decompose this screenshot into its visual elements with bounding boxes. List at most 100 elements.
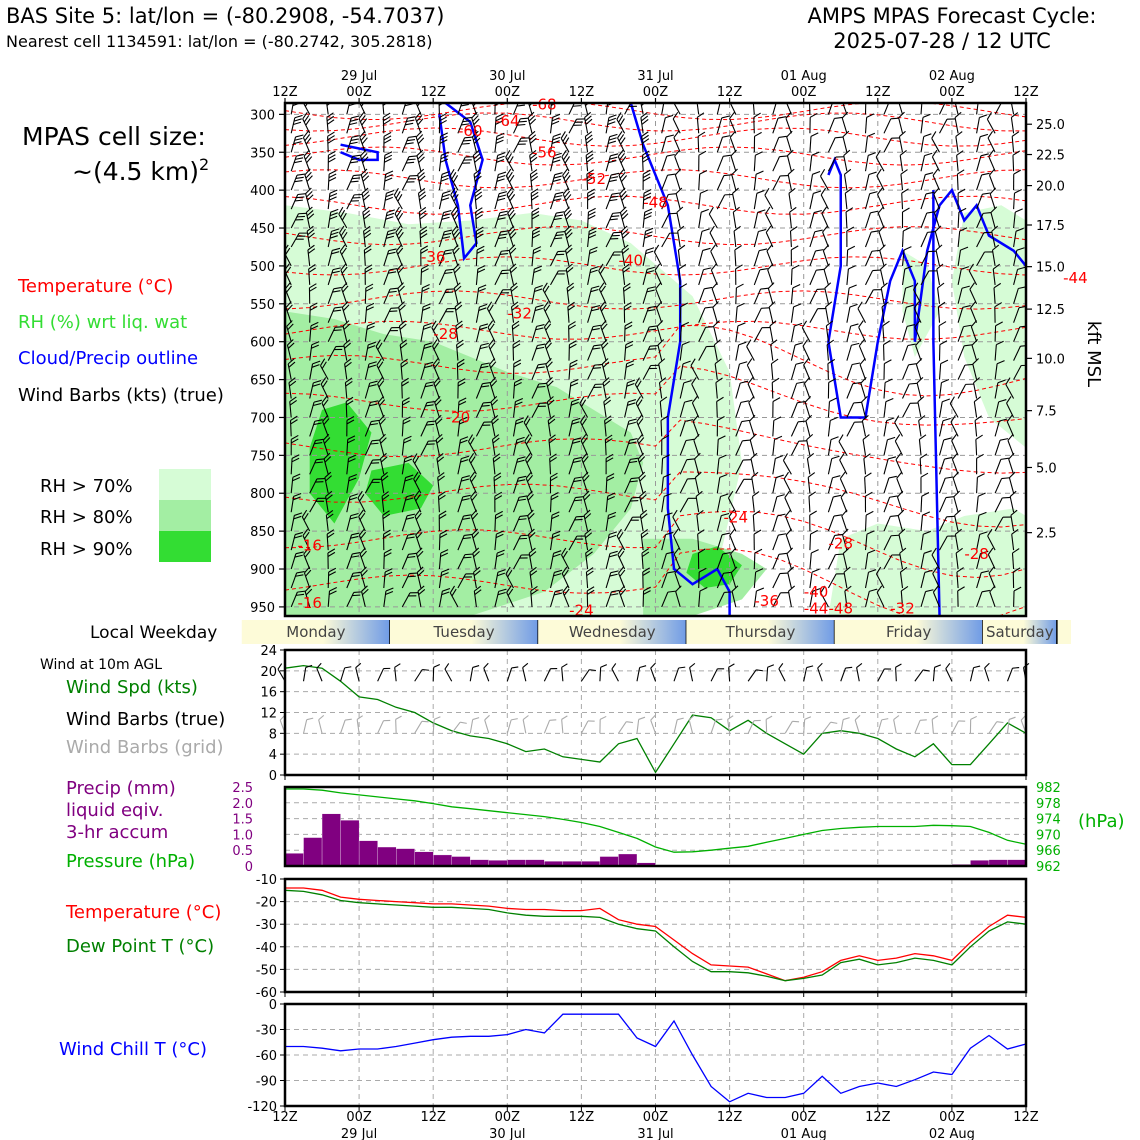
wind-barb-flag — [767, 664, 775, 668]
wind-barb — [436, 453, 445, 475]
wind-barb — [457, 103, 471, 115]
wind-barb-grid — [302, 717, 314, 734]
wind-barb-flag — [653, 244, 660, 252]
wind-barb-staff — [976, 496, 979, 513]
wind-barb-flag — [388, 271, 397, 274]
wind-barb-flag — [361, 585, 368, 592]
wind-barb — [358, 111, 368, 134]
wind-barb-flag — [453, 247, 460, 255]
wind-barb-flag — [384, 571, 393, 577]
wind-barb — [585, 150, 594, 172]
wind-barb-staff — [420, 306, 424, 323]
wind-barb-flag — [576, 118, 585, 120]
wind-barb-flag — [640, 509, 648, 516]
precip-tick-label: 0.5 — [232, 844, 253, 859]
wind-barb-flag — [782, 453, 788, 461]
wind-barb-staff — [327, 193, 331, 210]
wind-barb — [346, 571, 362, 589]
wind-barb-flag — [625, 344, 634, 349]
wind-barb-staff — [401, 573, 410, 589]
wind-barb-flag — [565, 213, 573, 220]
wind-barb — [598, 263, 607, 286]
pressure-tick-label: 700 — [250, 411, 275, 426]
wind-barb-staff — [549, 496, 552, 513]
wind-barb-flag — [920, 719, 927, 721]
wind-barb-flag — [529, 551, 537, 558]
wind-barb-flag — [554, 214, 564, 217]
wind-barb-flag — [423, 345, 432, 349]
wind-barb-staff — [512, 382, 516, 399]
wind-barb-staff — [895, 667, 897, 682]
wind-barb-staff — [475, 268, 479, 285]
wind-barb-staff — [437, 496, 440, 513]
wind-barb-staff — [716, 136, 724, 153]
wind-barb — [772, 155, 788, 172]
wind-barb-flag — [344, 342, 352, 349]
wind-barb — [640, 112, 649, 134]
wind-barb-true — [599, 664, 608, 682]
wind-barb — [747, 377, 755, 399]
wind-barb-flag — [470, 490, 477, 498]
wind-barb — [438, 132, 448, 153]
wind-barb-flag — [760, 287, 769, 290]
wind-barb-flag — [529, 149, 537, 156]
wind-barb-staff — [642, 326, 650, 342]
wind-barb-staff — [550, 270, 559, 286]
wind-barb-staff — [750, 458, 755, 475]
wind-barb-flag — [407, 158, 416, 161]
wind-barb-flag — [608, 179, 617, 183]
kft-tick-label: 22.5 — [1036, 149, 1065, 164]
wind-barb-flag — [341, 212, 347, 221]
wind-barb-staff — [735, 363, 740, 380]
wind-barb-grid — [931, 715, 939, 734]
wind-barb-flag — [366, 302, 375, 308]
wind-barb-flag — [422, 284, 430, 289]
wind-barb-flag — [640, 494, 647, 501]
temperature-label: Temperature (°C) — [65, 902, 221, 923]
wind-barb-flag — [296, 153, 305, 157]
wind-barb-flag — [296, 215, 305, 218]
wind-barb — [809, 249, 824, 267]
wind-barb-flag — [352, 552, 361, 555]
wind-barb-flag — [361, 137, 368, 145]
wind-barb — [839, 452, 848, 475]
wind-barb-flag — [589, 269, 598, 274]
wind-barb-flag — [518, 518, 527, 521]
wind-barb — [513, 137, 530, 153]
wind-barb-staff — [377, 383, 385, 399]
wind-barb-flag — [294, 199, 303, 202]
wind-barb-flag — [424, 384, 433, 388]
wind-barb-flag — [601, 323, 608, 331]
wind-barb-flag — [1013, 169, 1022, 175]
wind-barb — [549, 172, 563, 191]
wind-barb — [605, 531, 618, 551]
wind-barb-staff — [531, 403, 540, 418]
wind-barb — [920, 492, 930, 513]
wind-barb-flag — [458, 401, 467, 406]
wind-barb-staff — [708, 213, 718, 229]
wind-barb-flag — [307, 229, 315, 236]
wind-barb-staff — [840, 103, 848, 115]
wind-barb-flag — [617, 149, 624, 157]
wind-barb-flag — [830, 436, 839, 441]
wind-barb-flag — [635, 396, 642, 404]
wind-barb-staff — [809, 308, 819, 323]
wind-barb-staff — [605, 477, 608, 494]
wind-barb-staff — [696, 117, 700, 134]
wind-barb-flag — [492, 453, 501, 459]
wind-barb-flag — [629, 460, 638, 464]
wind-barb — [642, 305, 657, 323]
wind-barb-flag — [643, 590, 651, 595]
wind-barb-staff — [598, 270, 607, 286]
wind-barb-flag — [752, 491, 760, 497]
precip-bar — [414, 851, 434, 867]
wind-barb-staff — [358, 535, 366, 551]
wind-barb-staff — [846, 249, 849, 266]
ytick-label: 0 — [269, 769, 277, 784]
wind-barb — [383, 189, 395, 210]
wind-barb-flag — [798, 440, 807, 442]
wind-barbs-grid-label: Wind Barbs (grid) — [66, 737, 224, 758]
wind-barb-flag — [383, 135, 392, 141]
wind-barb — [623, 302, 632, 323]
wind-barb-staff — [587, 249, 591, 266]
